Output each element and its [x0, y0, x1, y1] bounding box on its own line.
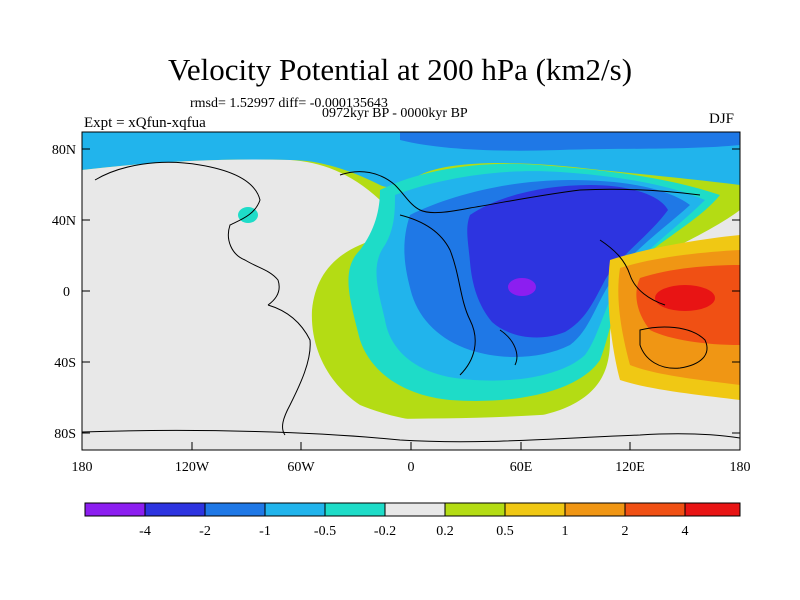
lon-tick-marks — [81, 442, 741, 450]
lon-label-60w: 60W — [287, 460, 315, 475]
lon-label-120e: 120E — [615, 460, 645, 475]
colorbar-box-1 — [145, 503, 205, 516]
colorbar: -4 -2 -1 -0.5 -0.2 0.2 0.5 1 2 4 — [84, 502, 741, 539]
period-line: 0972kyr BP - 0000kyr BP — [322, 106, 468, 121]
colorbar-box-4 — [325, 503, 385, 516]
colorbar-box-2 — [205, 503, 265, 516]
lat-label-0: 0 — [63, 285, 70, 300]
colorbar-label-8: 2 — [622, 524, 629, 539]
colorbar-box-7 — [505, 503, 565, 516]
colorbar-label-6: 0.5 — [496, 524, 514, 539]
map-title: Velocity Potential at 200 hPa (km2/s) — [167, 52, 633, 87]
colorbar-box-10 — [685, 503, 740, 516]
stats-line: rmsd= 1.52997 diff= -0.000135643 — [190, 96, 388, 111]
coastlines — [82, 161, 740, 443]
contour-zero-south — [300, 414, 680, 450]
colorbar-label-5: 0.2 — [436, 524, 454, 539]
colorbar-label-1: -2 — [199, 524, 211, 539]
colorbar-box-5 — [385, 503, 445, 516]
contour-field — [82, 132, 740, 450]
contour-neg4-core — [508, 278, 536, 296]
colorbar-label-0: -4 — [139, 524, 151, 539]
lon-label-180e: 180 — [730, 460, 751, 475]
colorbar-box-3 — [265, 503, 325, 516]
lat-label-40s: 40S — [54, 356, 76, 371]
colorbar-box-0 — [85, 503, 145, 516]
colorbar-label-4: -0.2 — [374, 524, 396, 539]
lat-label-80n: 80N — [52, 143, 76, 158]
contour-pos4-core — [655, 285, 715, 311]
colorbar-label-2: -1 — [259, 524, 271, 539]
colorbar-box-6 — [445, 503, 505, 516]
colorbar-label-7: 1 — [562, 524, 569, 539]
colorbar-box-9 — [625, 503, 685, 516]
lat-label-80s: 80S — [54, 427, 76, 442]
colorbar-label-3: -0.5 — [314, 524, 336, 539]
lat-label-40n: 40N — [52, 214, 76, 229]
lon-label-0: 0 — [408, 460, 415, 475]
lon-label-180w: 180 — [72, 460, 93, 475]
contour-neg2-east — [467, 185, 668, 338]
experiment-label: Expt = xQfun-xqfua — [84, 115, 206, 131]
lat-tick-marks — [82, 148, 740, 434]
colorbar-box-8 — [565, 503, 625, 516]
contour-neg1-north — [400, 132, 740, 151]
season-label: DJF — [709, 111, 735, 127]
contour-zero-band — [82, 159, 740, 450]
colorbar-label-9: 4 — [682, 524, 689, 539]
lon-label-120w: 120W — [175, 460, 210, 475]
lon-label-60e: 60E — [510, 460, 533, 475]
